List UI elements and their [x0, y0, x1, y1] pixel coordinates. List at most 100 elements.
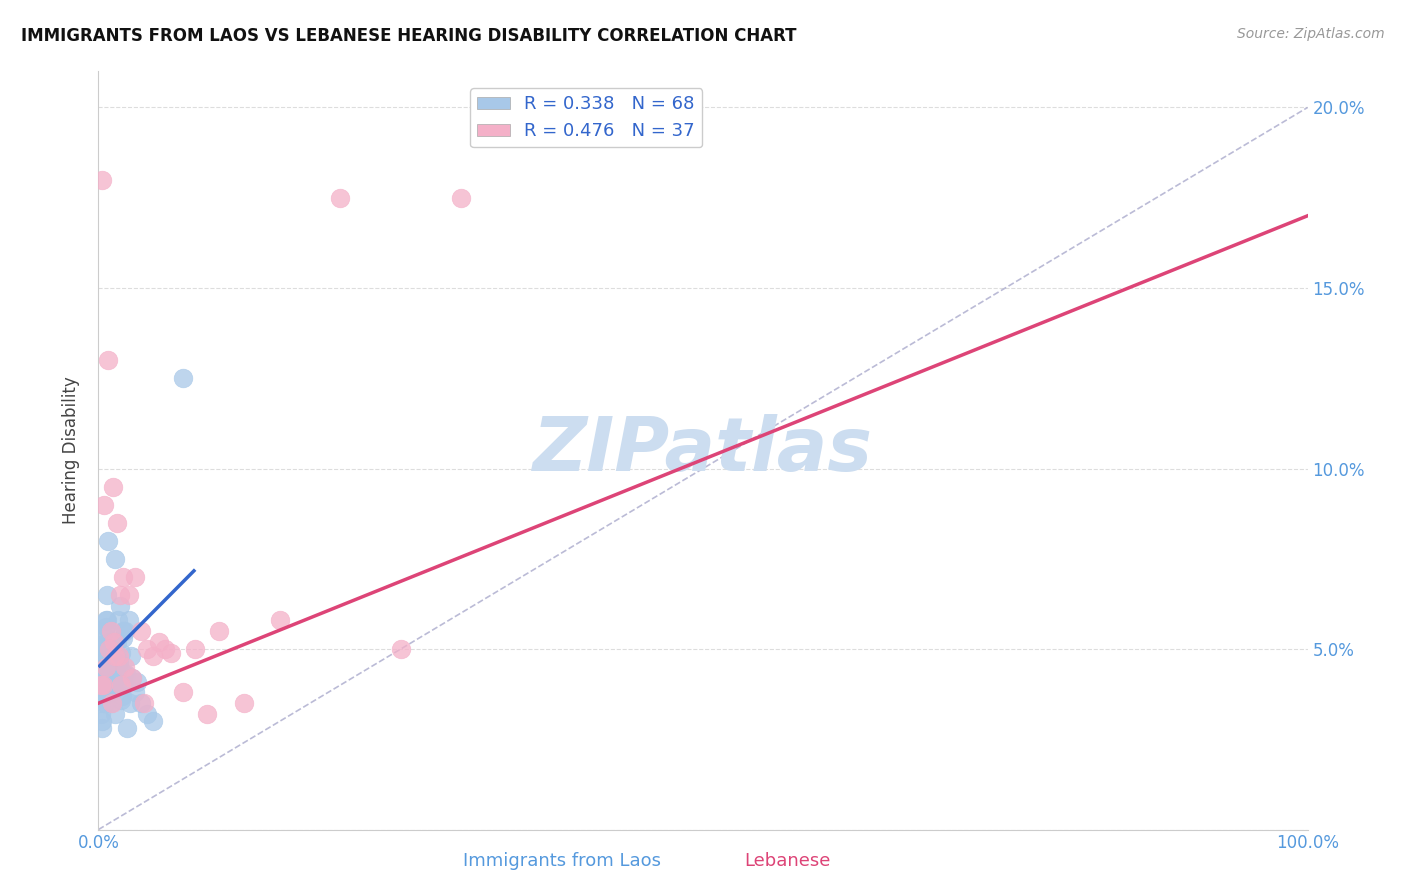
Point	[107, 613, 129, 627]
Point	[148, 635, 170, 649]
Y-axis label: Hearing Disability: Hearing Disability	[62, 376, 80, 524]
Point	[94, 660, 117, 674]
Point	[101, 479, 124, 493]
Point	[114, 660, 136, 674]
Point	[118, 588, 141, 602]
Point	[195, 706, 218, 721]
Point	[97, 649, 120, 664]
Point	[90, 681, 112, 696]
Point	[108, 599, 131, 613]
Point	[110, 692, 132, 706]
Point	[90, 639, 112, 653]
Point	[100, 696, 122, 710]
Point	[91, 664, 114, 678]
Point	[115, 667, 138, 681]
Point	[97, 353, 120, 368]
Point	[104, 649, 127, 664]
Point	[89, 678, 111, 692]
Point	[94, 660, 117, 674]
Point	[118, 613, 141, 627]
Point	[134, 696, 156, 710]
Point	[153, 642, 176, 657]
Point	[117, 722, 139, 736]
Point	[135, 642, 157, 657]
Point	[93, 671, 115, 685]
Point	[96, 613, 118, 627]
Legend: R = 0.338   N = 68, R = 0.476   N = 37: R = 0.338 N = 68, R = 0.476 N = 37	[470, 88, 702, 147]
Point	[142, 649, 165, 664]
Text: Lebanese: Lebanese	[744, 852, 831, 870]
Point	[90, 706, 112, 721]
Point	[94, 624, 117, 638]
Point	[93, 685, 115, 699]
Point	[107, 657, 129, 671]
Point	[93, 689, 115, 703]
Point	[110, 646, 132, 660]
Point	[89, 657, 111, 671]
Point	[129, 624, 152, 638]
Point	[121, 671, 143, 685]
Text: IMMIGRANTS FROM LAOS VS LEBANESE HEARING DISABILITY CORRELATION CHART: IMMIGRANTS FROM LAOS VS LEBANESE HEARING…	[21, 27, 797, 45]
Point	[91, 172, 114, 186]
Text: Immigrants from Laos: Immigrants from Laos	[464, 852, 661, 870]
Point	[108, 678, 131, 692]
Point	[90, 678, 112, 692]
Point	[93, 649, 115, 664]
Point	[111, 689, 134, 703]
Point	[101, 685, 124, 699]
Point	[135, 706, 157, 721]
Point	[160, 646, 183, 660]
Point	[104, 646, 127, 660]
Point	[118, 696, 141, 710]
Point	[90, 722, 112, 736]
Point	[269, 613, 291, 627]
Point	[114, 624, 136, 638]
Point	[184, 642, 207, 657]
Point	[124, 685, 146, 699]
Point	[108, 588, 131, 602]
Point	[98, 635, 121, 649]
Point	[101, 671, 124, 685]
Point	[129, 696, 152, 710]
Point	[104, 551, 127, 566]
Point	[91, 660, 114, 674]
Point	[96, 620, 118, 634]
Point	[100, 642, 122, 657]
Point	[91, 714, 114, 729]
Point	[110, 678, 132, 692]
Point	[100, 660, 122, 674]
Point	[112, 624, 135, 638]
Text: ZIPatlas: ZIPatlas	[533, 414, 873, 487]
Point	[105, 635, 128, 649]
Point	[108, 649, 131, 664]
Point	[97, 533, 120, 548]
Point	[172, 371, 194, 385]
Point	[172, 685, 194, 699]
Point	[105, 667, 128, 681]
Point	[96, 588, 118, 602]
Point	[329, 191, 352, 205]
Point	[124, 570, 146, 584]
Point	[112, 667, 135, 681]
Point	[120, 649, 142, 664]
Point	[105, 516, 128, 530]
Point	[121, 671, 143, 685]
Point	[93, 498, 115, 512]
Point	[450, 191, 472, 205]
Point	[91, 678, 114, 692]
Point	[89, 660, 111, 674]
Point	[112, 678, 135, 692]
Point	[91, 642, 114, 657]
Point	[94, 613, 117, 627]
Text: Source: ZipAtlas.com: Source: ZipAtlas.com	[1237, 27, 1385, 41]
Point	[111, 570, 134, 584]
Point	[104, 706, 127, 721]
Point	[91, 624, 114, 638]
Point	[98, 642, 121, 657]
Point	[208, 624, 231, 638]
Point	[127, 674, 149, 689]
Point	[108, 657, 131, 671]
Point	[103, 635, 125, 649]
Point	[94, 667, 117, 681]
Point	[389, 642, 412, 657]
